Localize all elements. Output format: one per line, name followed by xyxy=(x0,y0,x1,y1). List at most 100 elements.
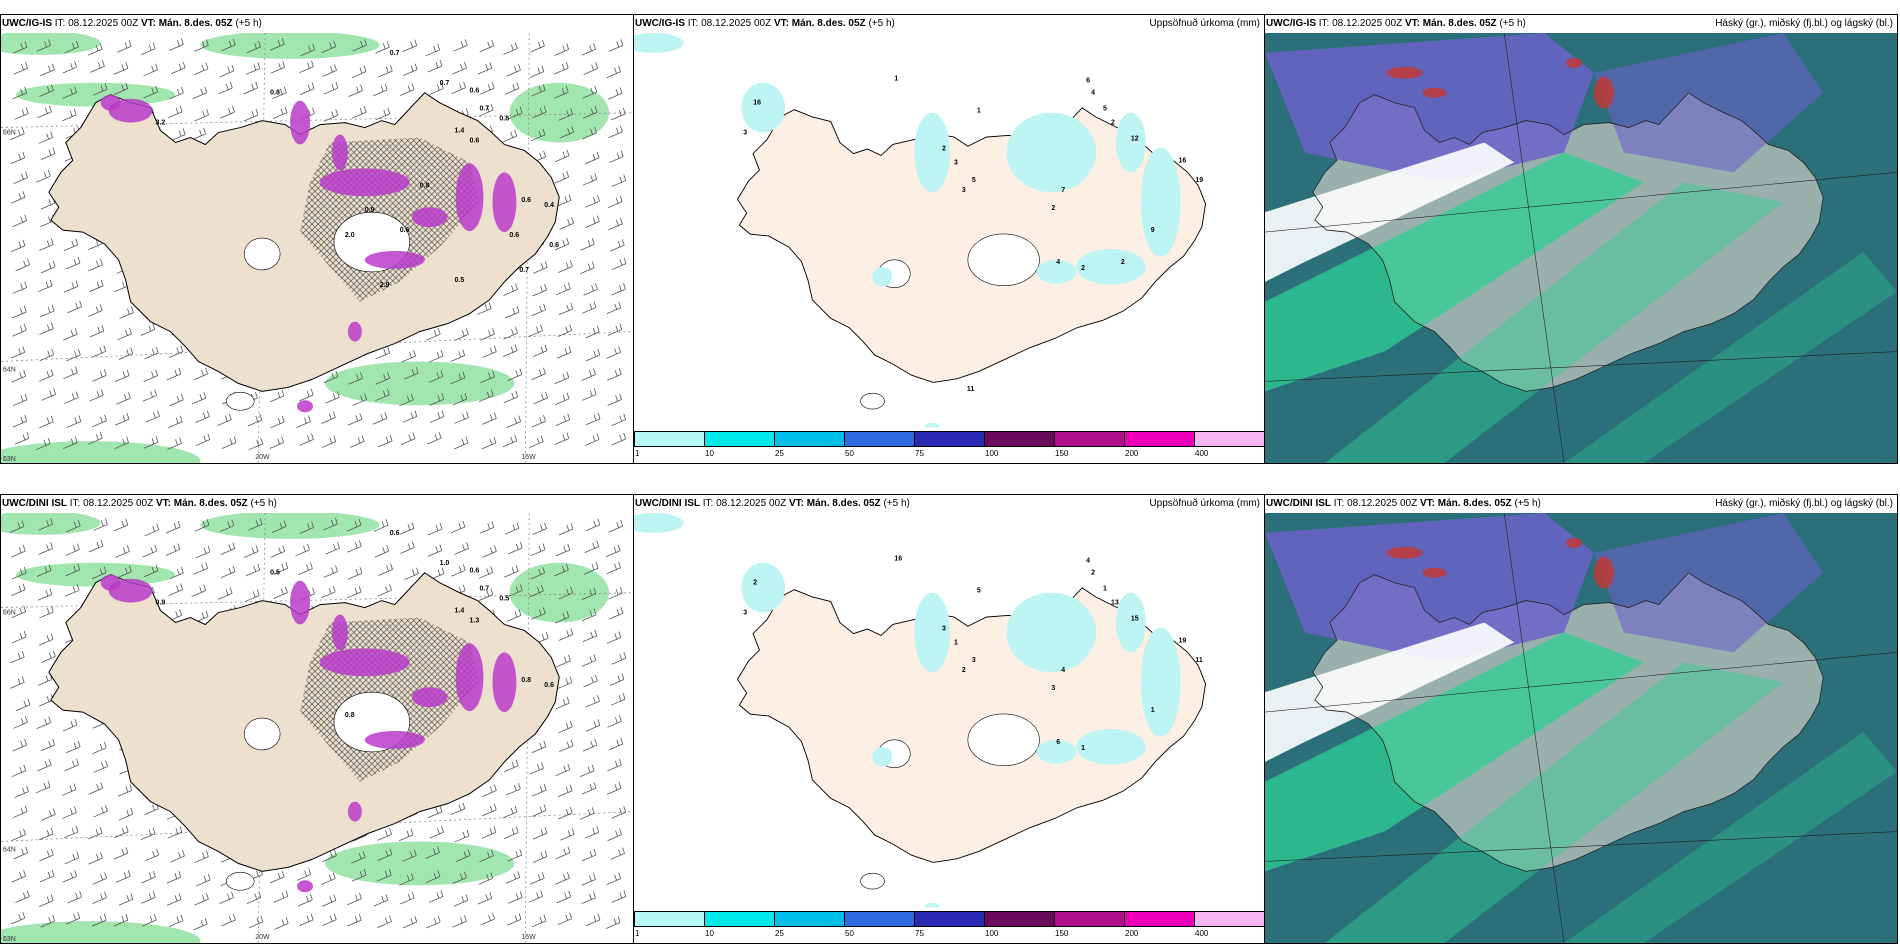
colorbar-tick: 400 xyxy=(1195,929,1208,938)
precip-value-label: 1 xyxy=(1103,586,1107,593)
cloud-map[interactable] xyxy=(1265,513,1897,943)
colorbar-swatch xyxy=(914,431,985,447)
valid-label: VT: xyxy=(1405,18,1420,29)
axis-label: 66N xyxy=(3,130,16,137)
glacier xyxy=(244,718,280,750)
colorbar-tick: 100 xyxy=(985,449,998,458)
glacier xyxy=(861,393,885,409)
rain-patch xyxy=(1,513,101,535)
colorbar-tick: 1 xyxy=(635,449,639,458)
precip-patch xyxy=(290,101,310,145)
precip-value-label: 12 xyxy=(1131,135,1139,142)
high-cloud-area xyxy=(1566,58,1582,68)
rain-patch xyxy=(509,563,609,623)
model-name: UWC/DINI ISL xyxy=(1266,498,1331,509)
colorbar-tick: 50 xyxy=(845,929,854,938)
model-name: UWC/DINI ISL xyxy=(635,498,700,509)
precip-patch xyxy=(101,95,121,111)
colorbar-swatch xyxy=(1194,911,1265,927)
precip-value-label: 5 xyxy=(972,177,976,184)
precip-patch xyxy=(332,615,348,651)
precip-value-label: 3 xyxy=(954,159,958,166)
high-cloud-area xyxy=(1387,67,1423,79)
wind-value-label: 0.6 xyxy=(509,232,519,239)
valid-label: VT: xyxy=(774,18,789,29)
axis-label: 20W xyxy=(255,934,270,941)
wind-value-label: 1.0 xyxy=(440,560,450,567)
precip-patch xyxy=(320,648,410,676)
colorbar-swatch xyxy=(774,431,845,447)
precip-map[interactable]: 1 16 3 6 4 5 2 12 16 19 5 1 2 3 3 7 2 4 2 9 2 11 xyxy=(634,33,1264,427)
wind-value-label: 0.7 xyxy=(519,267,529,274)
precip-value-label: 15 xyxy=(1131,615,1139,622)
precip-patch xyxy=(1076,729,1146,765)
precip-value-label: 2 xyxy=(1111,120,1115,127)
wind-value-label: 0.4 xyxy=(544,202,554,209)
panel-header: UWC/IG-IS IT: 08.12.2025 00Z VT: Mán. 8.… xyxy=(2,15,631,33)
precip-patch xyxy=(101,575,121,591)
cloud-panel-bottom: UWC/DINI ISL IT: 08.12.2025 00Z VT: Mán.… xyxy=(1264,494,1898,944)
model-name: UWC/IG-IS xyxy=(635,18,685,29)
colorbar-tick: 200 xyxy=(1125,929,1138,938)
precip-patch xyxy=(872,267,892,287)
wind-value-label: 0.7 xyxy=(479,586,489,593)
precip-value-label: 11 xyxy=(1195,657,1202,664)
colorbar-swatch xyxy=(1124,911,1195,927)
issue-time: IT: 08.12.2025 00Z xyxy=(1334,498,1417,509)
precip-value-label: 2 xyxy=(1121,259,1125,266)
precip-patch xyxy=(741,83,785,133)
panel-header: UWC/IG-IS IT: 08.12.2025 00Z VT: Mán. 8.… xyxy=(635,15,1262,33)
precip-patch xyxy=(1007,593,1096,673)
wind-map[interactable]: 0.6 0.5 1.0 0.6 1.4 1.3 0.7 0.5 0.8 0.6 0.9 0.8 66N 6… xyxy=(1,513,633,943)
valid-time: Mán. 8.des. 05Z xyxy=(1438,498,1512,509)
precip-value-label: 3 xyxy=(962,187,966,194)
wind-value-label: 0.6 xyxy=(470,568,480,575)
glacier xyxy=(968,714,1040,766)
precip-value-label: 6 xyxy=(1086,78,1090,85)
valid-label: VT: xyxy=(789,498,804,509)
model-name: UWC/IG-IS xyxy=(2,18,52,29)
wind-value-label: 2.0 xyxy=(345,232,355,239)
precip-patch xyxy=(456,163,484,231)
wind-value-label: 2.9 xyxy=(380,282,390,289)
precip-value-label: 1 xyxy=(1081,745,1085,752)
precip-patch xyxy=(492,172,516,232)
precip-value-label: 3 xyxy=(743,609,747,616)
wind-value-label: 0.6 xyxy=(390,530,400,537)
high-cloud-area xyxy=(1387,547,1423,559)
colorbar-tick: 75 xyxy=(915,449,924,458)
colorbar-swatch xyxy=(1054,431,1125,447)
rain-patch xyxy=(1,921,200,943)
colorbar-tick: 100 xyxy=(985,929,998,938)
wind-value-label: 0.6 xyxy=(470,137,480,144)
precip-patch xyxy=(1007,113,1096,193)
colorbar: 1 10 25 50 75 100 150 200 400 xyxy=(634,427,1264,463)
lead-time: (+5 h) xyxy=(883,498,909,509)
wind-value-label: 0.8 xyxy=(420,182,430,189)
rain-patch xyxy=(200,513,379,539)
rain-patch xyxy=(325,841,514,885)
cloud-map[interactable] xyxy=(1265,33,1897,463)
model-name: UWC/IG-IS xyxy=(1266,18,1316,29)
precip-value-label: 3 xyxy=(972,657,976,664)
high-cloud-area xyxy=(1566,538,1582,548)
panel-header: UWC/DINI ISL IT: 08.12.2025 00Z VT: Mán.… xyxy=(2,495,631,513)
panel-title: Háský (gr.), miðský (fj.bl.) og lágský (… xyxy=(1715,15,1893,33)
wind-map[interactable]: 0.7 0.8 0.7 0.6 1.4 0.6 0.7 0.8 0.6 0.4 3.2 2.0 0.9 0… xyxy=(1,33,633,463)
wind-value-label: 0.8 xyxy=(499,116,509,123)
wind-value-label: 0.5 xyxy=(455,277,465,284)
precip-value-label: 19 xyxy=(1179,637,1187,644)
wind-value-label: 0.8 xyxy=(345,712,355,719)
precip-value-label: 4 xyxy=(1061,667,1065,674)
wind-value-label: 0.6 xyxy=(400,227,410,234)
wind-value-label: 0.6 xyxy=(549,242,559,249)
valid-label: VT: xyxy=(156,498,171,509)
lead-time: (+5 h) xyxy=(1514,498,1540,509)
precip-patch xyxy=(741,563,785,613)
colorbar-tick: 1 xyxy=(635,929,639,938)
precip-value-label: 1 xyxy=(1151,707,1155,714)
precip-map[interactable]: 16 2 3 4 2 1 13 15 19 11 3 5 3 1 2 4 3 6 1 1 xyxy=(634,513,1264,907)
precip-patch xyxy=(1141,627,1181,736)
valid-time: Mán. 8.des. 05Z xyxy=(159,18,233,29)
colorbar-swatch xyxy=(844,911,915,927)
